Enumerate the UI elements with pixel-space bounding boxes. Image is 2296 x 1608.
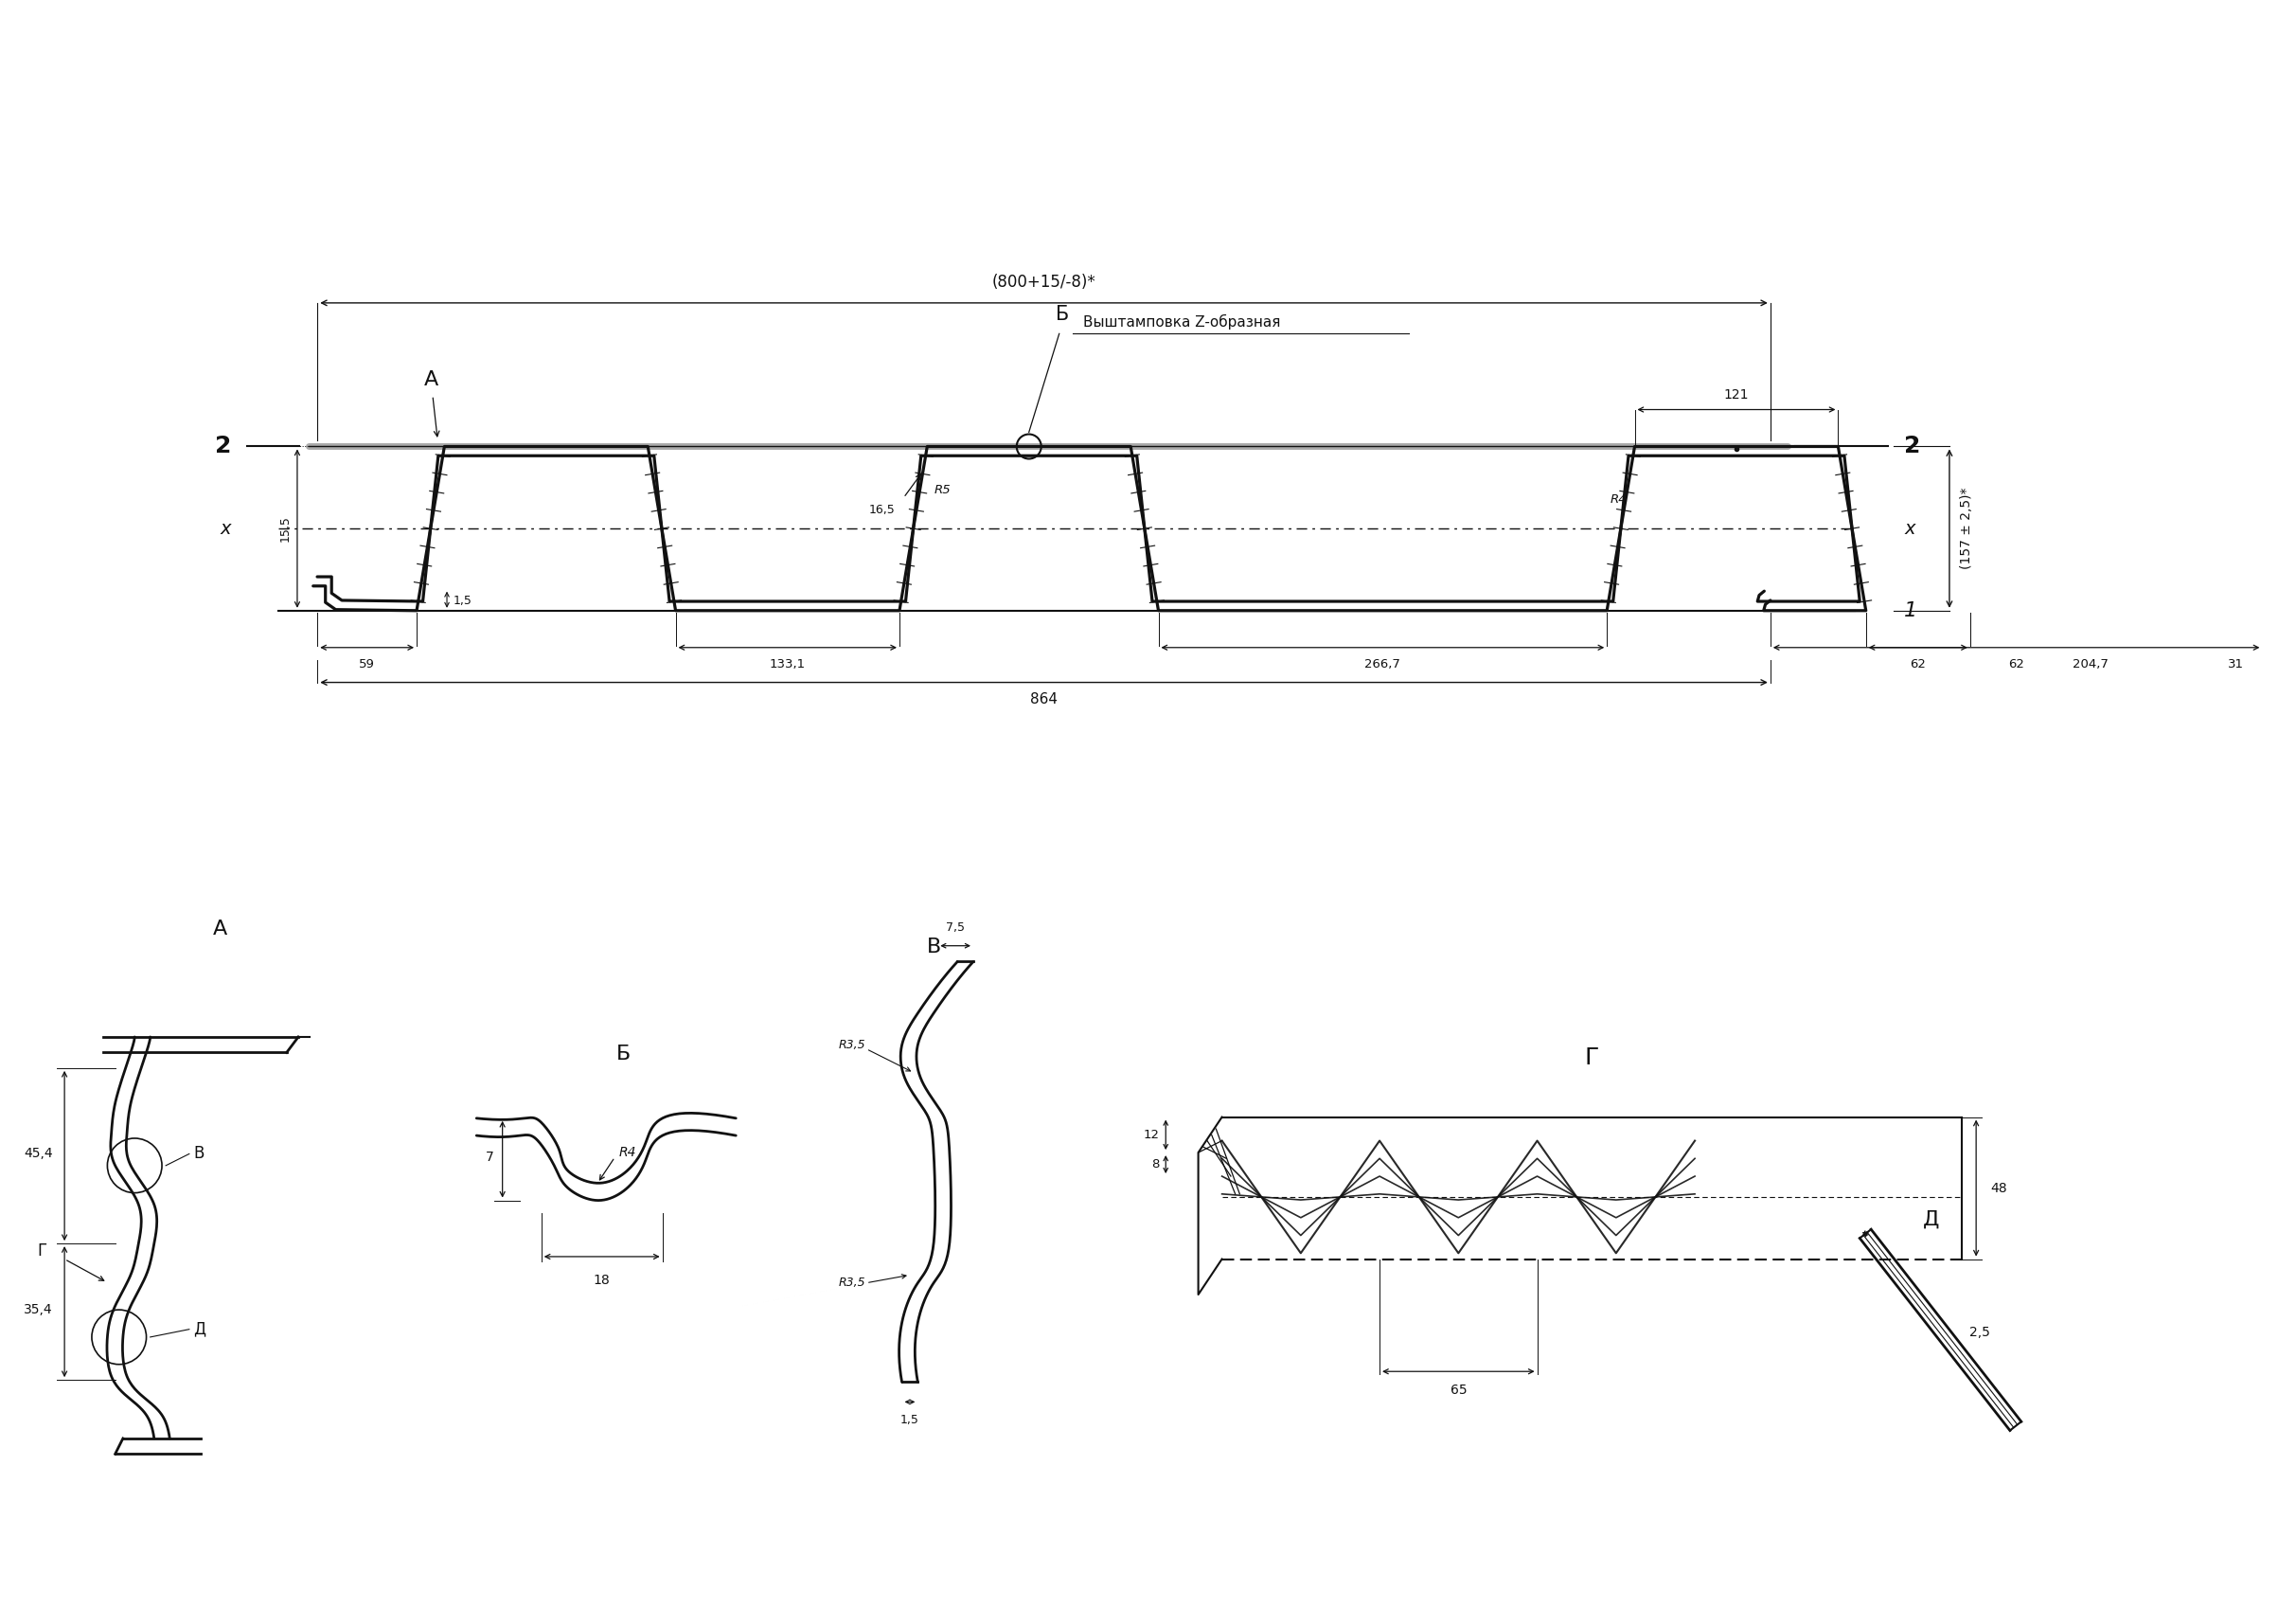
Text: 1,5: 1,5 [452,595,473,606]
Text: 65: 65 [1451,1383,1467,1397]
Text: R5: R5 [934,484,951,495]
Text: 16,5: 16,5 [870,503,895,516]
Text: А: А [214,920,227,939]
Text: 18: 18 [592,1274,611,1286]
Text: (157 ± 2,5)*: (157 ± 2,5)* [1961,487,1972,569]
Text: 48: 48 [1991,1182,2007,1195]
Text: 7,5: 7,5 [946,921,964,934]
Text: 864: 864 [1031,693,1058,708]
Text: R4: R4 [620,1147,636,1159]
Text: 8: 8 [1153,1158,1159,1171]
Text: (800+15/-8)*: (800+15/-8)* [992,273,1095,291]
Text: А: А [425,370,439,389]
Text: 12: 12 [1143,1129,1159,1142]
Text: В: В [193,1145,204,1163]
Text: R3,5: R3,5 [838,1277,866,1290]
Text: x: x [1903,519,1915,537]
Text: R4: R4 [1609,494,1628,507]
Text: 121: 121 [1724,388,1750,402]
Text: 62: 62 [1910,658,1926,671]
Text: 35,4: 35,4 [23,1302,53,1317]
Text: 31: 31 [2227,658,2243,671]
Text: 15,5: 15,5 [278,515,292,542]
Text: R3,5: R3,5 [838,1039,866,1052]
Text: 62: 62 [2009,658,2025,671]
Text: Б: Б [1056,304,1070,323]
Text: 266,7: 266,7 [1364,658,1401,671]
Text: Г: Г [1584,1047,1598,1069]
Text: Выштамповка Z-образная: Выштамповка Z-образная [1084,314,1281,330]
Text: 204,7: 204,7 [2073,658,2108,671]
Text: 7: 7 [484,1150,494,1164]
Text: 2: 2 [214,436,232,458]
Text: Б: Б [615,1045,631,1063]
Text: x: x [220,519,232,537]
Text: Д: Д [1924,1209,1940,1229]
Text: 133,1: 133,1 [769,658,806,671]
Text: 2: 2 [1903,436,1922,458]
Text: 1,5: 1,5 [900,1413,918,1426]
Text: Г: Г [37,1243,46,1259]
Text: Д: Д [193,1320,207,1338]
Text: 1: 1 [1903,601,1917,621]
Text: 2,5: 2,5 [1970,1327,1991,1339]
Text: 45,4: 45,4 [23,1147,53,1161]
Text: 59: 59 [358,658,374,671]
Text: В: В [925,937,941,957]
